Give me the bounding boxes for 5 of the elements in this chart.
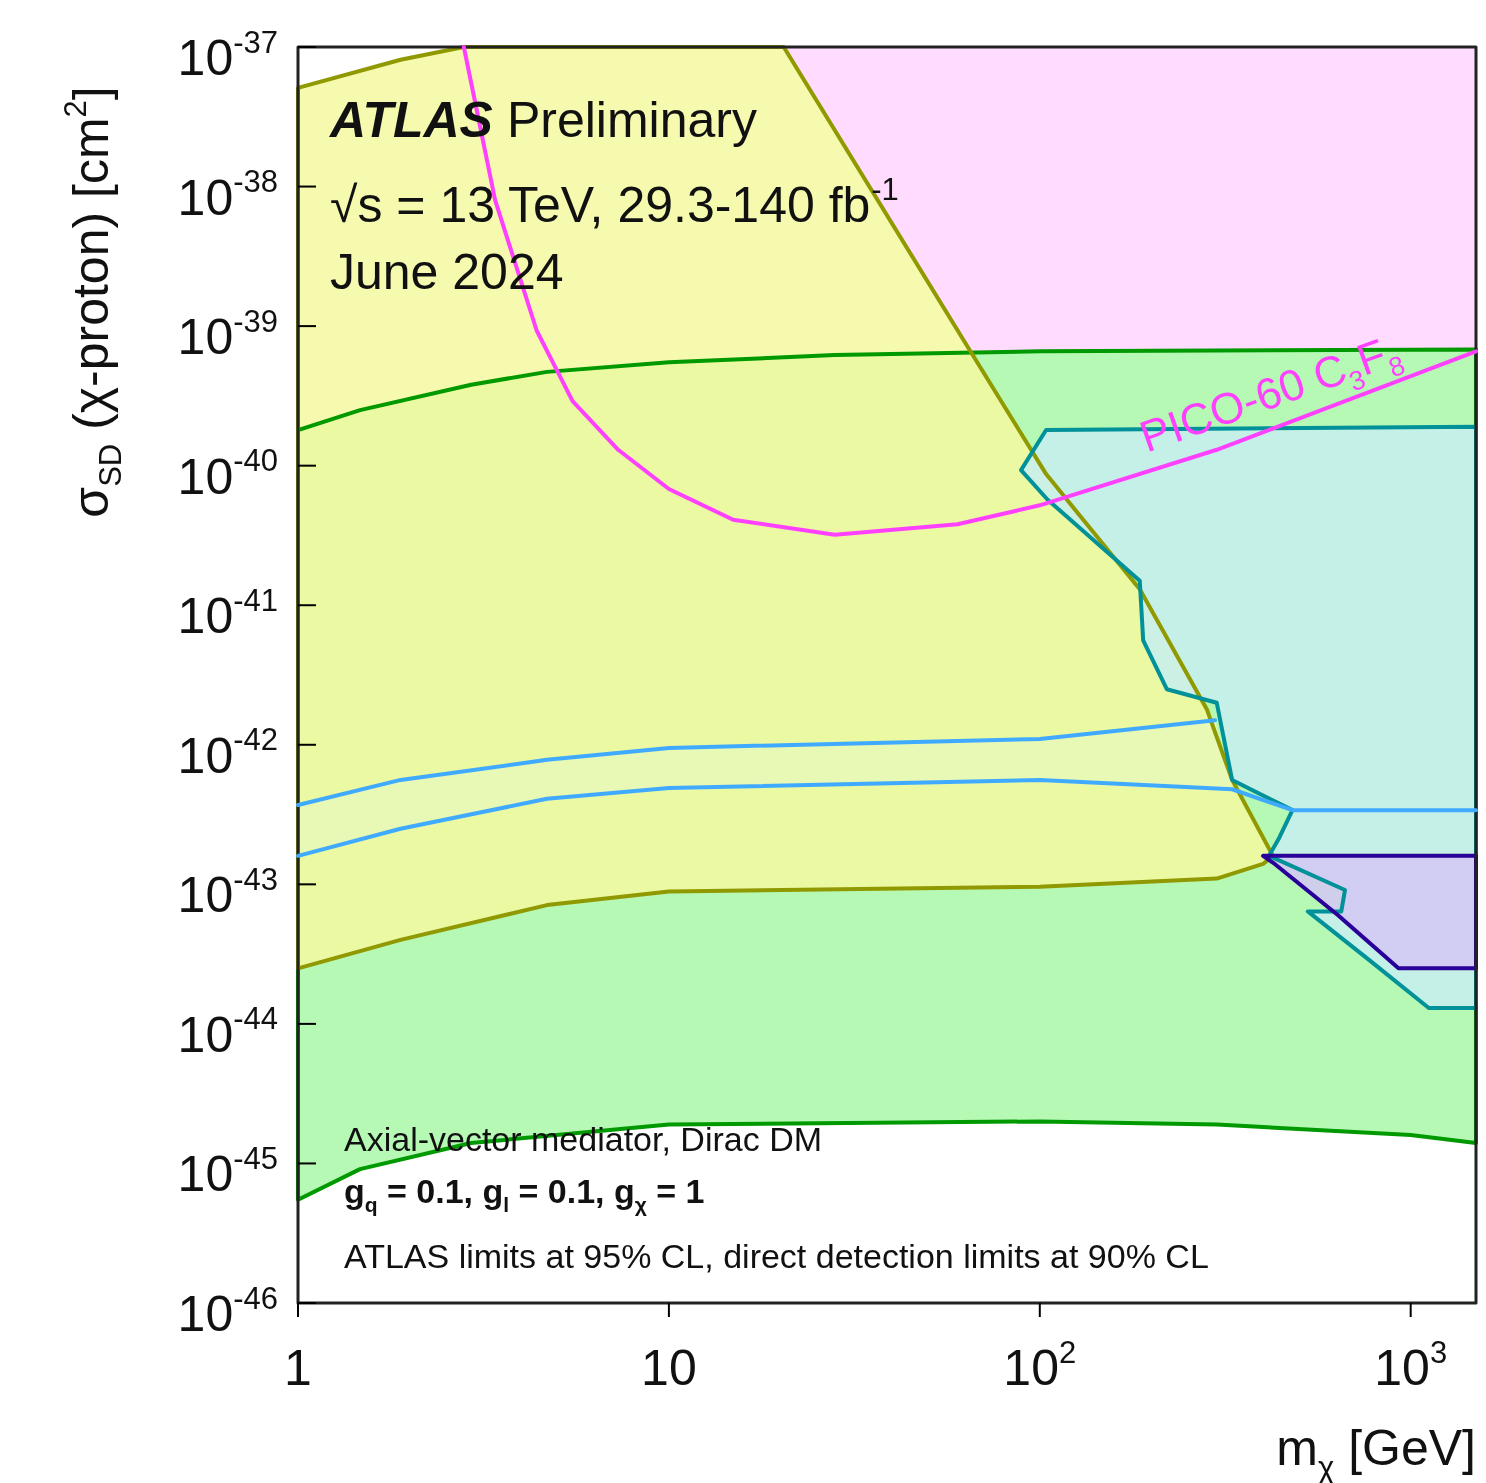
x-tick-label: 10 xyxy=(641,1340,697,1396)
annotation: ATLAS limits at 95% CL, direct detection limits at 90% CL xyxy=(344,1237,1209,1275)
annotation: Axial-vector mediator, Dirac DM xyxy=(344,1120,823,1158)
y-axis-title: σSD (χ-proton) [cm2] xyxy=(57,86,128,518)
x-tick-label: 1 xyxy=(284,1340,312,1396)
